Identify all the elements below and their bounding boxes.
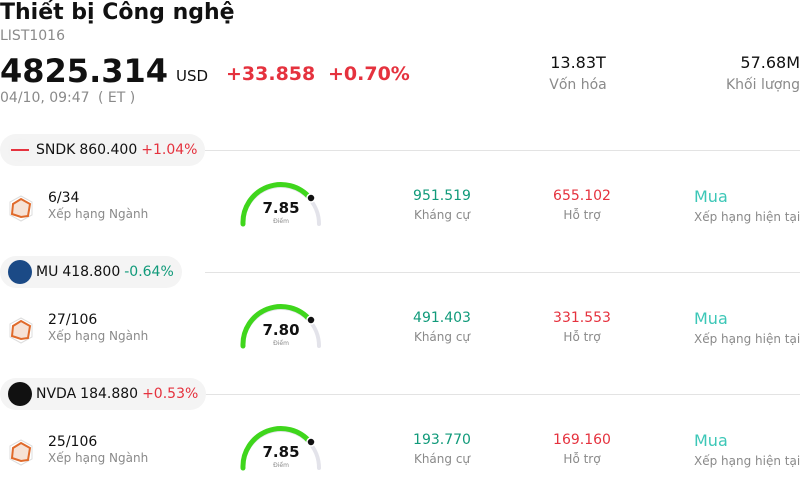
gauge <box>238 180 324 230</box>
stock-change: +1.04% <box>141 142 198 158</box>
rank-icon-svg <box>9 439 33 466</box>
rank-icon <box>8 194 34 222</box>
rank-label: Xếp hạng Ngành <box>48 329 149 343</box>
logo <box>8 260 32 284</box>
gauge <box>238 424 324 474</box>
stock-price: 184.880 <box>80 386 139 402</box>
stat-value: 57.68M <box>740 53 800 72</box>
rating-label: Xếp hạng hiện tại <box>694 332 800 346</box>
resistance-label: Kháng cự <box>413 452 471 466</box>
score: 7.80 <box>262 321 300 339</box>
resistance: 193.770 <box>413 432 471 448</box>
support-label: Hỗ trợ <box>563 452 601 466</box>
stock-price: 418.800 <box>62 264 121 280</box>
rating: Mua <box>694 431 728 450</box>
rating: Mua <box>694 309 728 328</box>
resistance: 951.519 <box>413 188 471 204</box>
logo <box>8 138 32 162</box>
gauge <box>238 302 324 352</box>
stat-label: Vốn hóa <box>549 77 607 93</box>
gauge-svg <box>240 304 321 349</box>
time: 04/10, 09:47 <box>0 90 90 106</box>
support: 331.553 <box>553 310 611 326</box>
rank-label: Xếp hạng Ngành <box>48 207 149 221</box>
support-label: Hỗ trợ <box>563 208 601 222</box>
gauge-svg <box>240 182 321 227</box>
rank-icon-svg <box>9 317 33 344</box>
title: Thiết bị Công nghệ <box>0 0 235 25</box>
rank: 27/106 <box>48 312 98 328</box>
score-label: Điểm <box>273 340 289 347</box>
resistance-label: Kháng cự <box>413 330 471 344</box>
price: 4825.314 <box>0 52 169 90</box>
logo <box>8 382 32 406</box>
stock-pill[interactable]: MU 418.800 -0.64% <box>0 256 182 288</box>
change-pct: +0.70% <box>328 63 410 85</box>
rating: Mua <box>694 187 728 206</box>
timezone: ( ET ) <box>98 90 136 106</box>
rating-label: Xếp hạng hiện tại <box>694 210 800 224</box>
rank-icon <box>8 438 34 466</box>
divider <box>205 394 800 395</box>
stock-change: +0.53% <box>142 386 199 402</box>
stock-pill[interactable]: SNDK 860.400 +1.04% <box>0 134 206 166</box>
stat-value: 13.83T <box>550 53 606 72</box>
stock-pill[interactable]: NVDA 184.880 +0.53% <box>0 378 207 410</box>
ticker: SNDK <box>36 142 76 158</box>
resistance-label: Kháng cự <box>413 208 471 222</box>
score-label: Điểm <box>273 218 289 225</box>
divider <box>205 150 800 151</box>
rank: 6/34 <box>48 190 80 206</box>
score-label: Điểm <box>273 462 289 469</box>
score: 7.85 <box>262 443 300 461</box>
support-label: Hỗ trợ <box>563 330 601 344</box>
score: 7.85 <box>262 199 300 217</box>
ticker: NVDA <box>36 386 77 402</box>
code: LIST1016 <box>0 28 65 44</box>
divider <box>205 272 800 273</box>
support: 655.102 <box>553 188 611 204</box>
resistance: 491.403 <box>413 310 471 326</box>
ticker: MU <box>36 264 59 280</box>
rank-icon <box>8 316 34 344</box>
rank-label: Xếp hạng Ngành <box>48 451 149 465</box>
rank-icon-svg <box>9 195 33 222</box>
gauge-svg <box>240 426 321 471</box>
currency: USD <box>176 67 209 85</box>
rating-label: Xếp hạng hiện tại <box>694 454 800 468</box>
stock-price: 860.400 <box>79 142 138 158</box>
change: +33.858 <box>226 63 316 85</box>
rank: 25/106 <box>48 434 98 450</box>
support: 169.160 <box>553 432 611 448</box>
stock-change: -0.64% <box>124 264 174 280</box>
stat-label: Khối lượng <box>726 77 800 93</box>
